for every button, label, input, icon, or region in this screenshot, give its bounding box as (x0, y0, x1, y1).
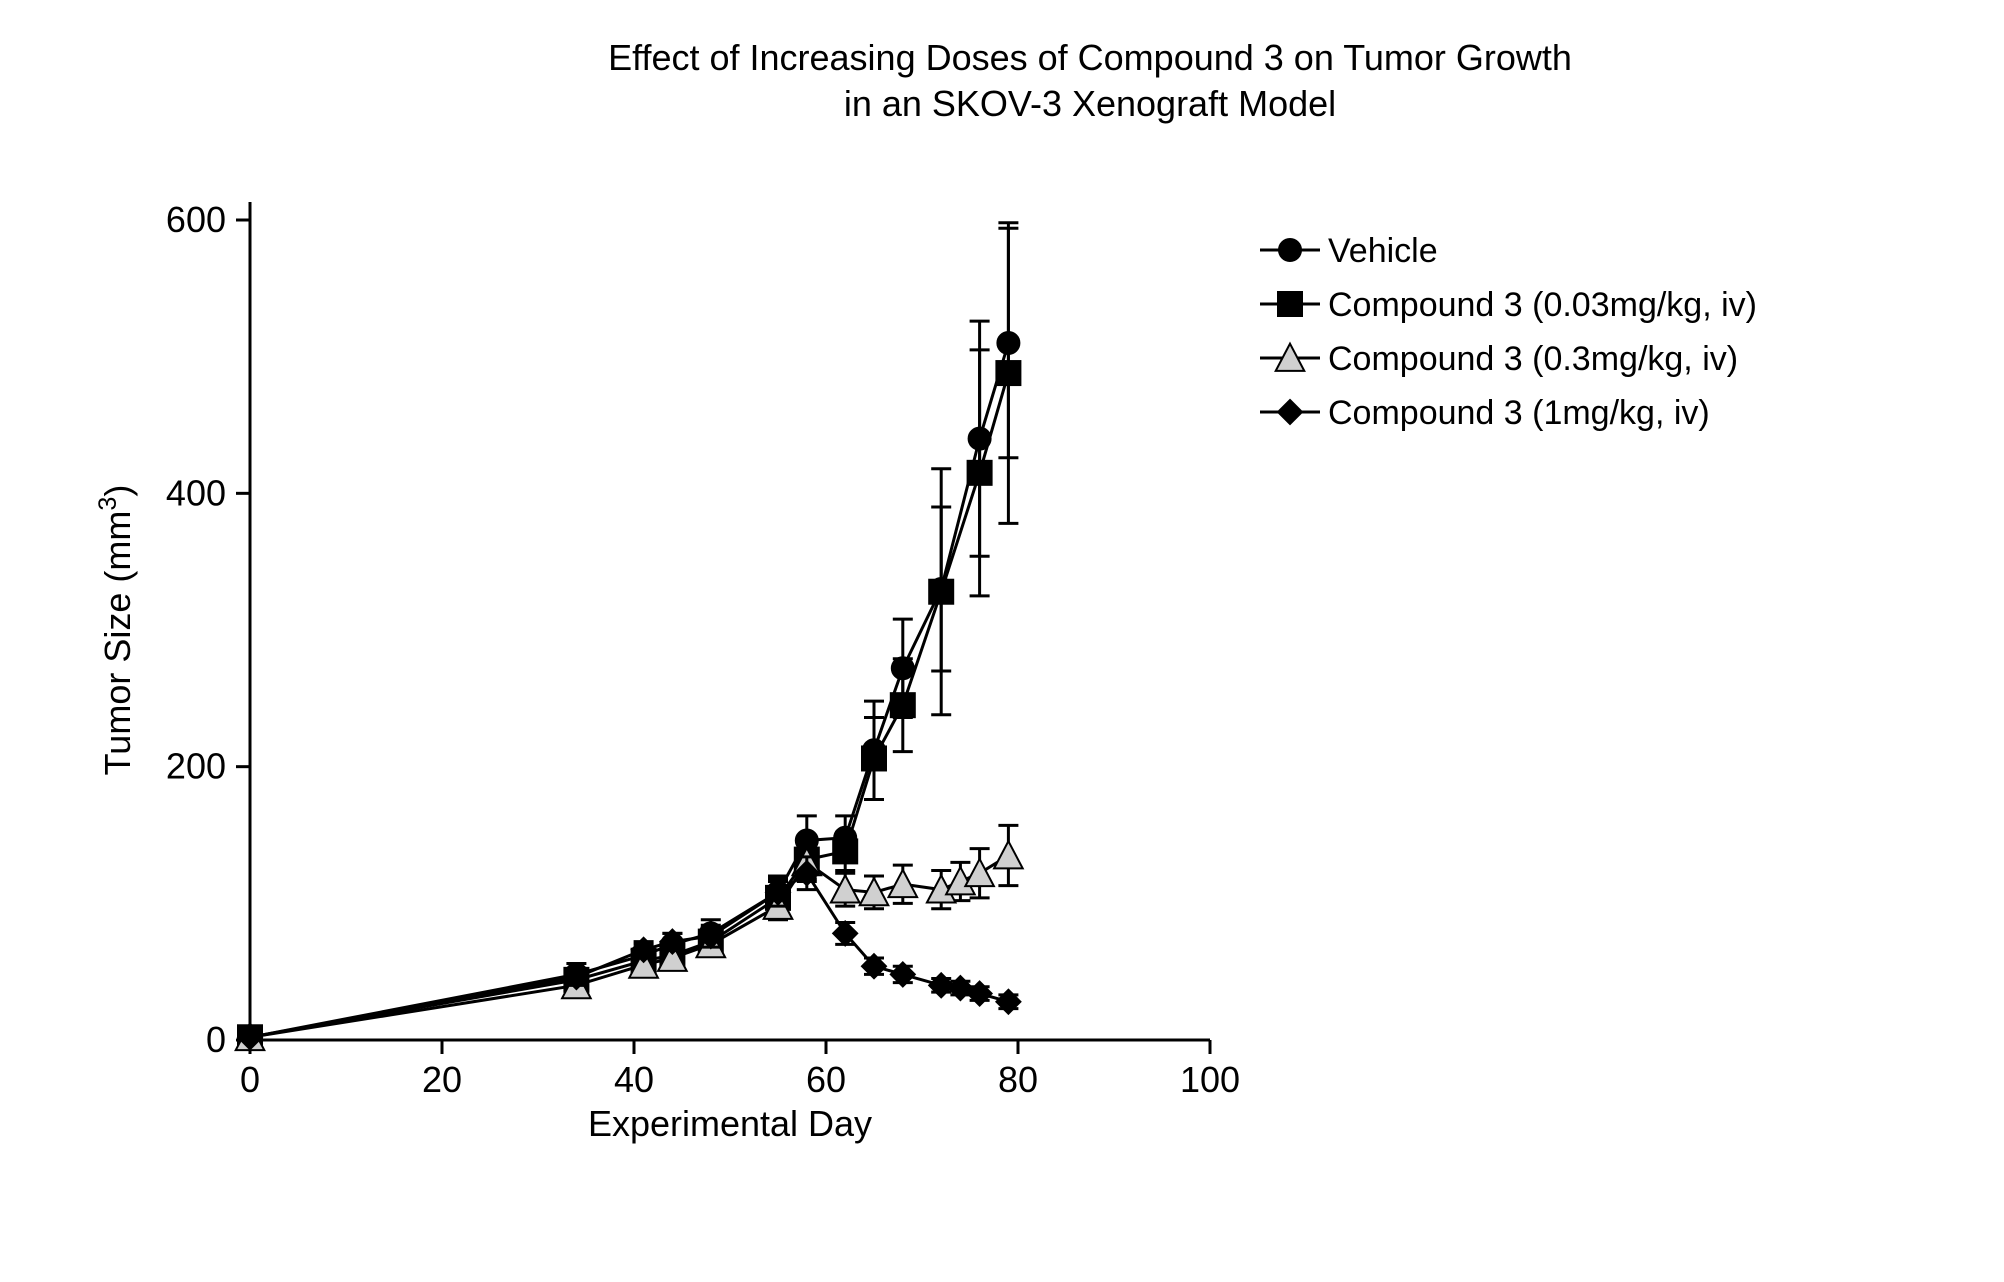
x-tick-label: 60 (806, 1059, 846, 1100)
x-tick-label: 80 (998, 1059, 1038, 1100)
legend-label-c3_03: Compound 3 (0.3mg/kg, iv) (1328, 340, 1738, 378)
x-tick-label: 20 (422, 1059, 462, 1100)
x-tick-label: 100 (1180, 1059, 1240, 1100)
chart-title-line2: in an SKOV-3 Xenograft Model (844, 83, 1336, 124)
legend-label-c3_003: Compound 3 (0.03mg/kg, iv) (1328, 286, 1757, 324)
chart-title-line1: Effect of Increasing Doses of Compound 3… (608, 37, 1572, 78)
x-tick-label: 0 (240, 1059, 260, 1100)
y-tick-label: 200 (166, 746, 226, 787)
y-tick-label: 600 (166, 199, 226, 240)
x-tick-label: 40 (614, 1059, 654, 1100)
legend: Vehicle Compound 3 (0.03mg/kg, iv) Compoun… (1260, 232, 1757, 432)
y-axis-label: Tumor Size (mm3) (94, 485, 138, 776)
legend-label-vehicle: Vehicle (1328, 232, 1438, 270)
axes: 0 20 40 60 80 100 0 200 400 600 (166, 199, 1240, 1100)
plot-area (236, 223, 1023, 1050)
tumor-growth-chart: Effect of Increasing Doses of Compound 3… (0, 0, 2004, 1282)
legend-label-c3_1: Compound 3 (1mg/kg, iv) (1328, 394, 1710, 432)
y-tick-label: 0 (206, 1019, 226, 1060)
series-vehicle (239, 228, 1019, 1048)
y-tick-label: 400 (166, 472, 226, 513)
x-axis-label: Experimental Day (588, 1103, 872, 1144)
